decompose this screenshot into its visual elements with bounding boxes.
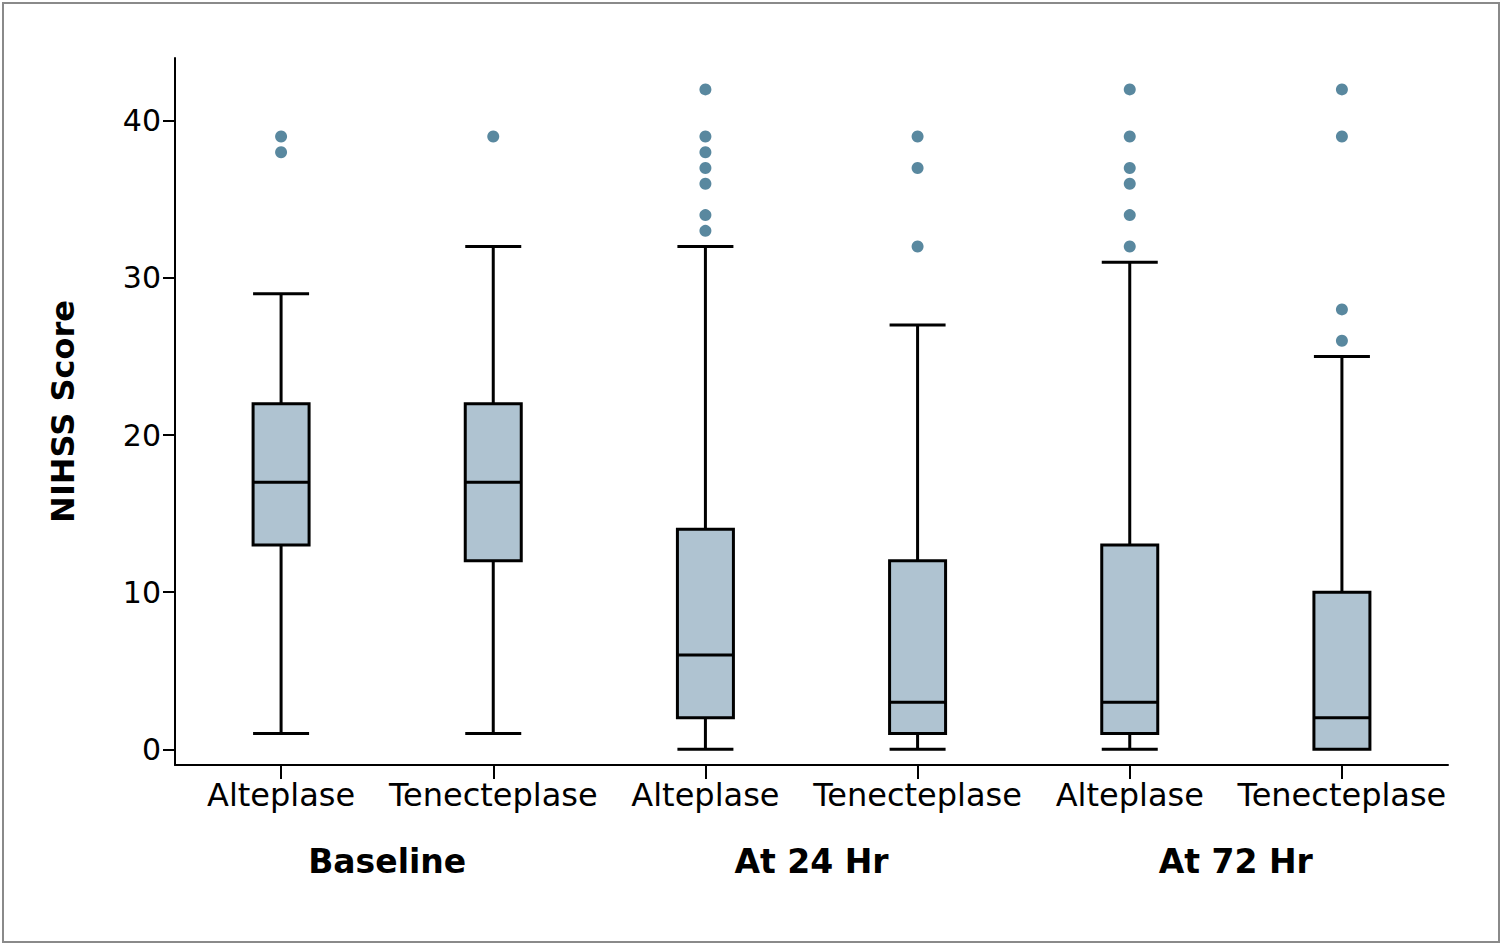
svg-text:Tenecteplase: Tenecteplase	[388, 776, 598, 814]
svg-text:Alteplase: Alteplase	[631, 776, 779, 814]
svg-text:20: 20	[123, 418, 161, 453]
svg-text:10: 10	[123, 575, 161, 610]
svg-text:Alteplase: Alteplase	[1056, 776, 1204, 814]
svg-text:At 72 Hr: At 72 Hr	[1159, 842, 1314, 881]
svg-text:Baseline: Baseline	[308, 842, 466, 881]
svg-text:Alteplase: Alteplase	[207, 776, 355, 814]
svg-text:At 24 Hr: At 24 Hr	[734, 842, 889, 881]
svg-text:40: 40	[123, 103, 161, 138]
svg-text:30: 30	[123, 260, 161, 295]
svg-text:Tenecteplase: Tenecteplase	[812, 776, 1022, 814]
svg-text:NIHSS Score: NIHSS Score	[44, 300, 82, 523]
svg-text:0: 0	[142, 732, 161, 767]
svg-text:Tenecteplase: Tenecteplase	[1237, 776, 1447, 814]
